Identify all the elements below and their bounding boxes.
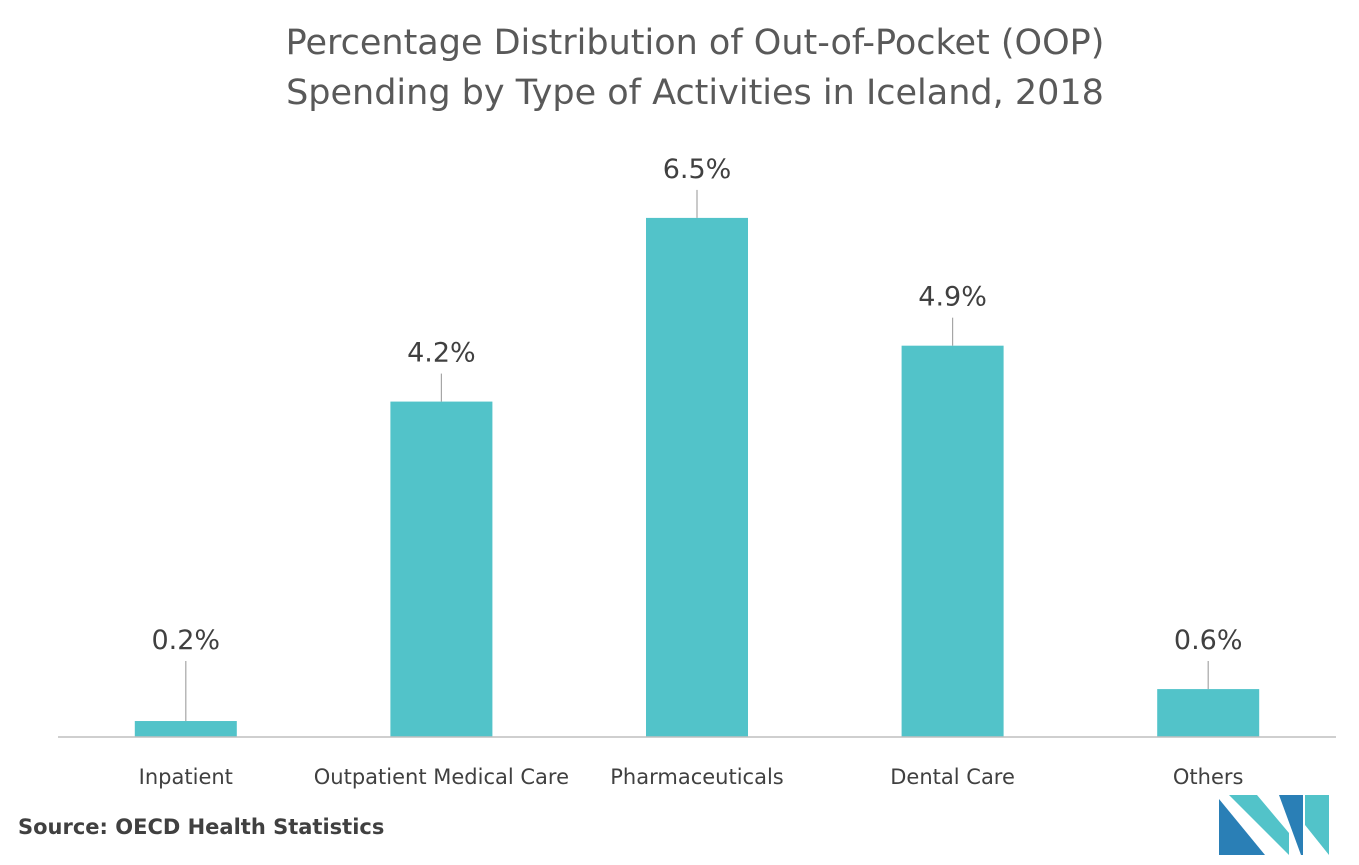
data-label: 4.9% — [918, 282, 987, 313]
chart-title-line-2: Spending by Type of Activities in Icelan… — [286, 73, 1104, 113]
logo-far-right-shape — [1305, 795, 1329, 855]
bars-layer — [134, 217, 1260, 737]
source-note: Source: OECD Health Statistics — [18, 815, 385, 839]
chart-title: Percentage Distribution of Out-of-Pocket… — [0, 18, 1359, 118]
bar-dental-care — [901, 345, 1004, 737]
bar-others — [1157, 689, 1260, 737]
x-tick-label: Pharmaceuticals — [610, 765, 783, 789]
x-tick-label: Others — [1173, 765, 1244, 789]
x-tick-label: Dental Care — [890, 765, 1015, 789]
x-tick-label: Outpatient Medical Care — [314, 765, 569, 789]
data-label: 6.5% — [663, 154, 732, 185]
x-tick-label: Inpatient — [139, 765, 233, 789]
mordor-intelligence-logo-icon — [1219, 795, 1329, 855]
bar-outpatient-medical-care — [390, 401, 493, 737]
logo-right-shape — [1279, 795, 1303, 855]
logo-left-shape — [1219, 799, 1265, 855]
data-label: 0.2% — [151, 625, 220, 656]
bar-pharmaceuticals — [646, 217, 748, 737]
labels-layer: 0.2% Inpatient 4.2% Outpatient Medical Care… — [139, 154, 1244, 789]
bar-inpatient — [134, 721, 237, 737]
chart-title-line-1: Percentage Distribution of Out-of-Pocket… — [285, 23, 1105, 63]
data-label: 4.2% — [407, 338, 476, 369]
logo-center-shape — [1229, 795, 1289, 855]
data-label: 0.6% — [1174, 625, 1243, 656]
